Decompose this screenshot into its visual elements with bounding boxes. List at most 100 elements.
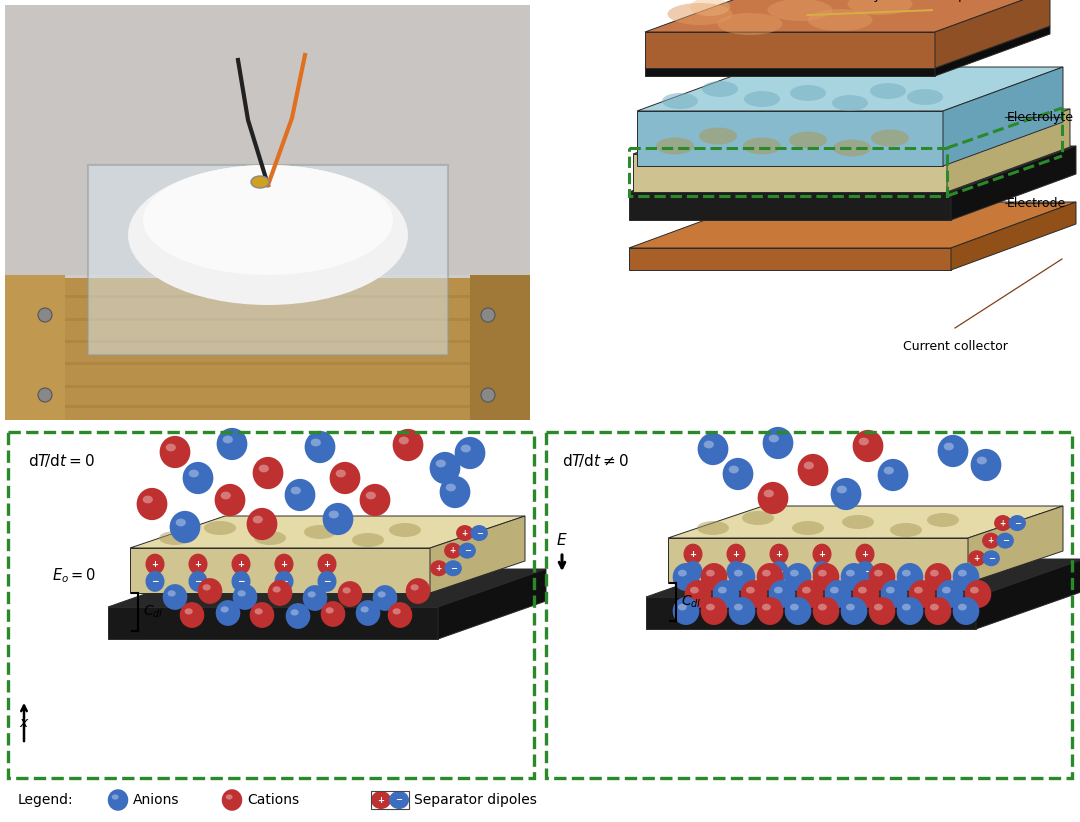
- Ellipse shape: [456, 525, 473, 541]
- Bar: [5, 385, 530, 388]
- Ellipse shape: [734, 570, 743, 576]
- Ellipse shape: [741, 580, 767, 608]
- Ellipse shape: [930, 570, 939, 576]
- Ellipse shape: [220, 607, 229, 612]
- Ellipse shape: [389, 523, 421, 537]
- Ellipse shape: [762, 603, 771, 611]
- Ellipse shape: [459, 543, 476, 559]
- Ellipse shape: [762, 570, 771, 576]
- Text: +: +: [862, 550, 868, 559]
- Polygon shape: [637, 67, 1063, 111]
- Ellipse shape: [690, 587, 699, 593]
- Text: +: +: [1000, 519, 1005, 528]
- Ellipse shape: [303, 525, 336, 539]
- Ellipse shape: [325, 607, 334, 613]
- Ellipse shape: [146, 554, 164, 575]
- Ellipse shape: [927, 513, 959, 527]
- Ellipse shape: [717, 13, 783, 35]
- Ellipse shape: [774, 587, 783, 593]
- Ellipse shape: [667, 3, 732, 25]
- Ellipse shape: [890, 523, 922, 537]
- Ellipse shape: [825, 580, 851, 608]
- Polygon shape: [629, 192, 951, 220]
- Ellipse shape: [908, 580, 935, 608]
- Polygon shape: [968, 506, 1063, 583]
- Ellipse shape: [704, 441, 714, 448]
- Ellipse shape: [179, 602, 204, 628]
- Text: −: −: [238, 577, 245, 586]
- Ellipse shape: [662, 93, 698, 109]
- Ellipse shape: [176, 519, 186, 526]
- Ellipse shape: [406, 578, 430, 604]
- Ellipse shape: [792, 521, 824, 535]
- Ellipse shape: [461, 445, 471, 452]
- Ellipse shape: [769, 543, 788, 565]
- Ellipse shape: [727, 561, 745, 582]
- Ellipse shape: [855, 561, 875, 582]
- Ellipse shape: [338, 581, 362, 607]
- Text: +: +: [819, 550, 825, 559]
- Ellipse shape: [684, 561, 702, 582]
- Ellipse shape: [455, 436, 485, 469]
- Ellipse shape: [701, 597, 727, 625]
- Text: +: +: [461, 529, 468, 538]
- Text: −: −: [395, 796, 403, 805]
- Ellipse shape: [846, 570, 854, 576]
- Polygon shape: [935, 26, 1050, 76]
- Ellipse shape: [471, 525, 488, 541]
- Polygon shape: [645, 68, 935, 76]
- Text: −: −: [861, 567, 868, 576]
- Ellipse shape: [204, 521, 237, 535]
- Ellipse shape: [896, 563, 923, 591]
- Text: −: −: [280, 577, 287, 586]
- Ellipse shape: [143, 165, 393, 275]
- Ellipse shape: [837, 486, 847, 493]
- Bar: [5, 295, 530, 298]
- Ellipse shape: [246, 508, 278, 540]
- Ellipse shape: [352, 533, 384, 547]
- Ellipse shape: [970, 587, 978, 593]
- Ellipse shape: [812, 563, 839, 591]
- Ellipse shape: [789, 85, 826, 101]
- Ellipse shape: [690, 0, 730, 16]
- Ellipse shape: [308, 591, 315, 598]
- Ellipse shape: [38, 388, 52, 402]
- Ellipse shape: [982, 533, 999, 548]
- Polygon shape: [976, 559, 1080, 629]
- Ellipse shape: [833, 140, 870, 156]
- Ellipse shape: [859, 437, 869, 446]
- Polygon shape: [633, 109, 1070, 154]
- Ellipse shape: [393, 429, 423, 461]
- Ellipse shape: [798, 454, 828, 486]
- Ellipse shape: [812, 597, 839, 625]
- Bar: [5, 340, 530, 343]
- Ellipse shape: [274, 571, 294, 592]
- Ellipse shape: [858, 587, 867, 593]
- Ellipse shape: [968, 550, 986, 566]
- Text: Separator dipoles: Separator dipoles: [414, 793, 537, 807]
- Polygon shape: [943, 67, 1063, 166]
- Ellipse shape: [285, 479, 315, 511]
- Bar: [8, 432, 534, 778]
- Ellipse shape: [336, 469, 346, 478]
- Ellipse shape: [706, 570, 715, 576]
- Text: $C_{dl}$: $C_{dl}$: [143, 604, 163, 621]
- Ellipse shape: [321, 601, 346, 627]
- Text: −: −: [463, 546, 471, 555]
- Text: −: −: [1014, 519, 1021, 528]
- Ellipse shape: [253, 515, 262, 524]
- Bar: [5, 362, 530, 365]
- Ellipse shape: [878, 459, 908, 491]
- Text: +: +: [974, 554, 980, 563]
- Ellipse shape: [718, 587, 727, 593]
- Ellipse shape: [673, 563, 700, 591]
- Ellipse shape: [958, 603, 967, 611]
- Ellipse shape: [217, 428, 247, 460]
- Ellipse shape: [226, 794, 232, 800]
- Text: +: +: [689, 550, 697, 559]
- Ellipse shape: [189, 571, 207, 592]
- Ellipse shape: [840, 597, 867, 625]
- Polygon shape: [935, 0, 1050, 68]
- Ellipse shape: [702, 81, 738, 97]
- Ellipse shape: [481, 388, 495, 402]
